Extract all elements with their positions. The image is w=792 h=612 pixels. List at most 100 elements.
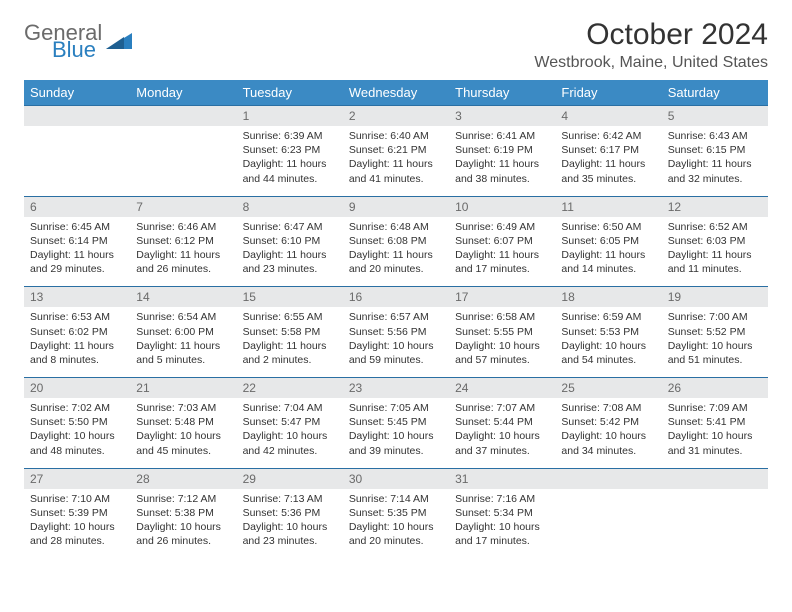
day-body: Sunrise: 6:45 AMSunset: 6:14 PMDaylight:… — [24, 217, 130, 287]
week-row: 13Sunrise: 6:53 AMSunset: 6:02 PMDayligh… — [24, 286, 768, 377]
sunset-text: Sunset: 5:47 PM — [243, 415, 337, 429]
day-number: 20 — [24, 377, 130, 398]
day-body: Sunrise: 7:13 AMSunset: 5:36 PMDaylight:… — [237, 489, 343, 559]
day-cell: 10Sunrise: 6:49 AMSunset: 6:07 PMDayligh… — [449, 196, 555, 287]
day-body: Sunrise: 6:49 AMSunset: 6:07 PMDaylight:… — [449, 217, 555, 287]
day-number: 29 — [237, 468, 343, 489]
sunrise-text: Sunrise: 7:03 AM — [136, 401, 230, 415]
sunset-text: Sunset: 6:02 PM — [30, 325, 124, 339]
sunset-text: Sunset: 6:17 PM — [561, 143, 655, 157]
day-number: 24 — [449, 377, 555, 398]
daylight-text: Daylight: 11 hours and 38 minutes. — [455, 157, 549, 185]
daylight-text: Daylight: 10 hours and 48 minutes. — [30, 429, 124, 457]
day-cell: 22Sunrise: 7:04 AMSunset: 5:47 PMDayligh… — [237, 377, 343, 468]
daylight-text: Daylight: 11 hours and 26 minutes. — [136, 248, 230, 276]
sunset-text: Sunset: 6:00 PM — [136, 325, 230, 339]
sunset-text: Sunset: 6:21 PM — [349, 143, 443, 157]
sunrise-text: Sunrise: 7:04 AM — [243, 401, 337, 415]
day-cell: 21Sunrise: 7:03 AMSunset: 5:48 PMDayligh… — [130, 377, 236, 468]
sunset-text: Sunset: 5:58 PM — [243, 325, 337, 339]
day-body: Sunrise: 7:09 AMSunset: 5:41 PMDaylight:… — [662, 398, 768, 468]
sunrise-text: Sunrise: 6:54 AM — [136, 310, 230, 324]
day-body — [24, 126, 130, 184]
day-number — [24, 105, 130, 126]
day-body: Sunrise: 6:39 AMSunset: 6:23 PMDaylight:… — [237, 126, 343, 196]
day-number: 10 — [449, 196, 555, 217]
day-number: 9 — [343, 196, 449, 217]
sunset-text: Sunset: 5:52 PM — [668, 325, 762, 339]
day-cell: 26Sunrise: 7:09 AMSunset: 5:41 PMDayligh… — [662, 377, 768, 468]
sunset-text: Sunset: 6:14 PM — [30, 234, 124, 248]
day-cell: 31Sunrise: 7:16 AMSunset: 5:34 PMDayligh… — [449, 468, 555, 559]
daylight-text: Daylight: 11 hours and 29 minutes. — [30, 248, 124, 276]
daylight-text: Daylight: 10 hours and 17 minutes. — [455, 520, 549, 548]
daylight-text: Daylight: 11 hours and 35 minutes. — [561, 157, 655, 185]
sunrise-text: Sunrise: 6:52 AM — [668, 220, 762, 234]
sunset-text: Sunset: 6:15 PM — [668, 143, 762, 157]
week-row: 27Sunrise: 7:10 AMSunset: 5:39 PMDayligh… — [24, 468, 768, 559]
day-body: Sunrise: 7:12 AMSunset: 5:38 PMDaylight:… — [130, 489, 236, 559]
day-cell: 15Sunrise: 6:55 AMSunset: 5:58 PMDayligh… — [237, 286, 343, 377]
daylight-text: Daylight: 11 hours and 41 minutes. — [349, 157, 443, 185]
day-body — [130, 126, 236, 184]
day-cell: 7Sunrise: 6:46 AMSunset: 6:12 PMDaylight… — [130, 196, 236, 287]
sunrise-text: Sunrise: 6:48 AM — [349, 220, 443, 234]
daylight-text: Daylight: 10 hours and 23 minutes. — [243, 520, 337, 548]
day-cell — [662, 468, 768, 559]
daylight-text: Daylight: 11 hours and 11 minutes. — [668, 248, 762, 276]
sunrise-text: Sunrise: 7:12 AM — [136, 492, 230, 506]
daylight-text: Daylight: 11 hours and 14 minutes. — [561, 248, 655, 276]
daylight-text: Daylight: 10 hours and 51 minutes. — [668, 339, 762, 367]
day-number: 23 — [343, 377, 449, 398]
day-cell: 14Sunrise: 6:54 AMSunset: 6:00 PMDayligh… — [130, 286, 236, 377]
dayhead-thu: Thursday — [449, 80, 555, 105]
daylight-text: Daylight: 10 hours and 39 minutes. — [349, 429, 443, 457]
daylight-text: Daylight: 11 hours and 20 minutes. — [349, 248, 443, 276]
day-cell: 30Sunrise: 7:14 AMSunset: 5:35 PMDayligh… — [343, 468, 449, 559]
day-body: Sunrise: 7:00 AMSunset: 5:52 PMDaylight:… — [662, 307, 768, 377]
day-cell: 28Sunrise: 7:12 AMSunset: 5:38 PMDayligh… — [130, 468, 236, 559]
sunrise-text: Sunrise: 6:58 AM — [455, 310, 549, 324]
day-body: Sunrise: 7:04 AMSunset: 5:47 PMDaylight:… — [237, 398, 343, 468]
day-number: 28 — [130, 468, 236, 489]
day-body: Sunrise: 6:54 AMSunset: 6:00 PMDaylight:… — [130, 307, 236, 377]
day-cell: 4Sunrise: 6:42 AMSunset: 6:17 PMDaylight… — [555, 105, 661, 196]
day-cell: 19Sunrise: 7:00 AMSunset: 5:52 PMDayligh… — [662, 286, 768, 377]
sunrise-text: Sunrise: 6:40 AM — [349, 129, 443, 143]
day-number — [555, 468, 661, 489]
day-body — [662, 489, 768, 547]
sunrise-text: Sunrise: 6:49 AM — [455, 220, 549, 234]
day-body: Sunrise: 6:50 AMSunset: 6:05 PMDaylight:… — [555, 217, 661, 287]
day-body: Sunrise: 7:14 AMSunset: 5:35 PMDaylight:… — [343, 489, 449, 559]
sunset-text: Sunset: 6:19 PM — [455, 143, 549, 157]
day-cell: 27Sunrise: 7:10 AMSunset: 5:39 PMDayligh… — [24, 468, 130, 559]
day-cell: 17Sunrise: 6:58 AMSunset: 5:55 PMDayligh… — [449, 286, 555, 377]
sunrise-text: Sunrise: 7:08 AM — [561, 401, 655, 415]
daylight-text: Daylight: 10 hours and 26 minutes. — [136, 520, 230, 548]
sunset-text: Sunset: 6:23 PM — [243, 143, 337, 157]
day-body — [555, 489, 661, 547]
day-number: 12 — [662, 196, 768, 217]
day-number: 17 — [449, 286, 555, 307]
day-number: 19 — [662, 286, 768, 307]
day-number: 4 — [555, 105, 661, 126]
logo-line2: Blue — [52, 41, 102, 60]
day-cell: 18Sunrise: 6:59 AMSunset: 5:53 PMDayligh… — [555, 286, 661, 377]
sunset-text: Sunset: 5:38 PM — [136, 506, 230, 520]
day-cell: 3Sunrise: 6:41 AMSunset: 6:19 PMDaylight… — [449, 105, 555, 196]
day-body: Sunrise: 7:03 AMSunset: 5:48 PMDaylight:… — [130, 398, 236, 468]
sunset-text: Sunset: 5:45 PM — [349, 415, 443, 429]
day-number — [130, 105, 236, 126]
day-cell: 20Sunrise: 7:02 AMSunset: 5:50 PMDayligh… — [24, 377, 130, 468]
sunset-text: Sunset: 5:35 PM — [349, 506, 443, 520]
sunset-text: Sunset: 6:05 PM — [561, 234, 655, 248]
daylight-text: Daylight: 10 hours and 59 minutes. — [349, 339, 443, 367]
daylight-text: Daylight: 11 hours and 8 minutes. — [30, 339, 124, 367]
daylight-text: Daylight: 10 hours and 42 minutes. — [243, 429, 337, 457]
sunrise-text: Sunrise: 6:43 AM — [668, 129, 762, 143]
day-body: Sunrise: 6:53 AMSunset: 6:02 PMDaylight:… — [24, 307, 130, 377]
day-number: 6 — [24, 196, 130, 217]
calendar-page: General Blue October 2024 Westbrook, Mai… — [0, 0, 792, 558]
daylight-text: Daylight: 10 hours and 54 minutes. — [561, 339, 655, 367]
day-number: 22 — [237, 377, 343, 398]
